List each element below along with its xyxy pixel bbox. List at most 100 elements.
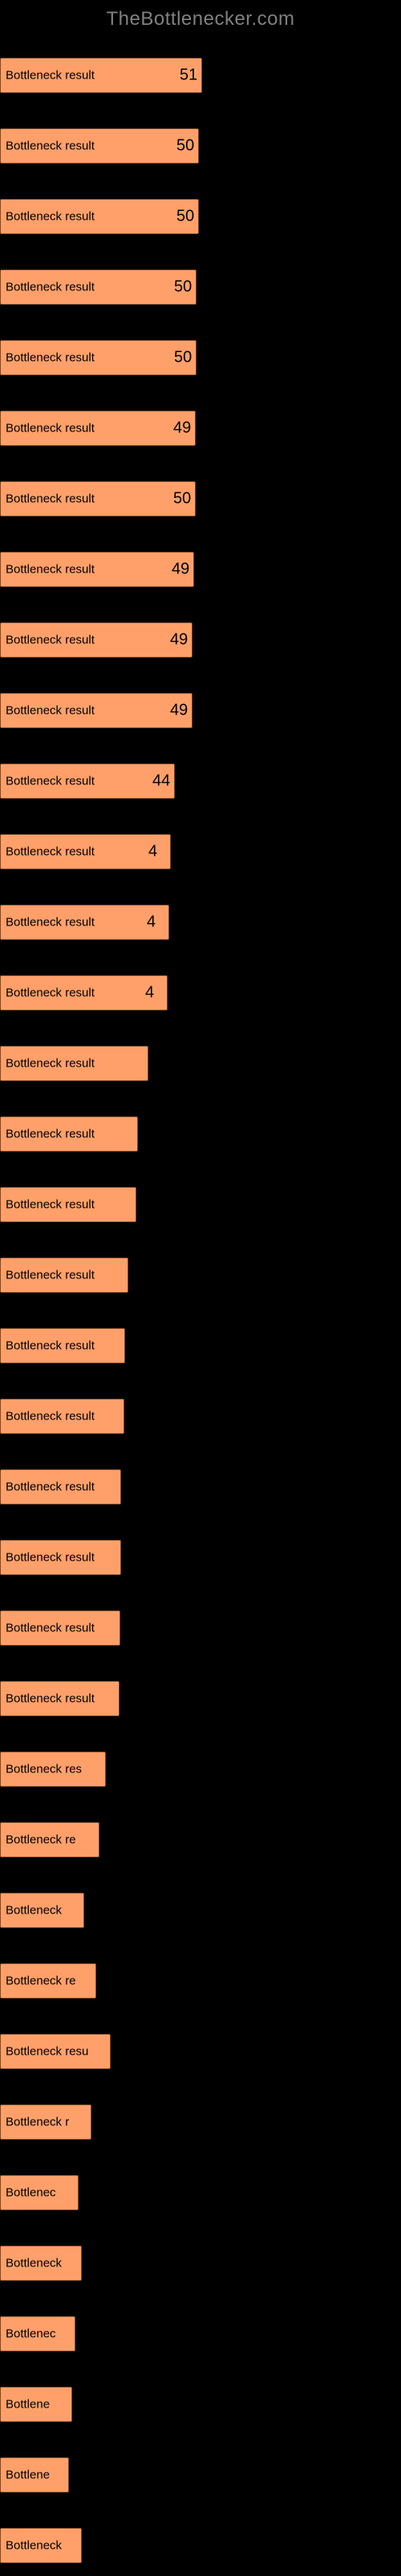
- bar: Bottleneck result: [0, 58, 202, 93]
- bar-label: Bottleneck result: [6, 1551, 95, 1565]
- chart-row: Bottleneck result: [0, 1376, 401, 1447]
- bar-label: Bottleneck resu: [6, 2045, 88, 2059]
- bar-value-label: 50: [173, 490, 191, 508]
- bar: Bottleneck result: [0, 1328, 125, 1363]
- chart-row: Bottleneck res: [0, 1729, 401, 1800]
- chart-row: Bottleneck result 44: [0, 741, 401, 812]
- chart-row: Bottleneck result4: [0, 812, 401, 882]
- bar: Bottleneck result: [0, 269, 196, 305]
- bar-wrap: Bottlene: [0, 2457, 69, 2493]
- bar: Bottleneck result: [0, 1187, 136, 1222]
- bar: Bottleneck re: [0, 1822, 99, 1857]
- bar-wrap: Bottleneck result49: [0, 622, 192, 658]
- bar-wrap: Bottleneck r: [0, 2104, 91, 2140]
- bar-value-label: 4: [145, 984, 154, 1002]
- chart-row: Bottleneck result: [0, 1164, 401, 1235]
- chart-row: Bottleneck result4: [0, 882, 401, 953]
- bar: Bottleneck result: [0, 1610, 120, 1646]
- bar-label: Bottlene: [6, 2469, 50, 2482]
- bar: Bottlene: [0, 2387, 72, 2422]
- bar-wrap: Bottlene: [0, 2387, 72, 2422]
- bar-value-label: 4: [148, 843, 157, 861]
- bar-wrap: Bottleneck result: [0, 1046, 148, 1081]
- bar-label: Bottleneck: [6, 2539, 62, 2553]
- bar: Bottleneck: [0, 1893, 84, 1928]
- chart-row: Bottleneck result: [0, 1588, 401, 1659]
- bar-wrap: Bottleneck result: [0, 1187, 136, 1222]
- bar: Bottleneck result: [0, 128, 199, 164]
- bar: Bottleneck result: [0, 481, 196, 516]
- bar-label: Bottleneck: [6, 2257, 62, 2270]
- bar-wrap: Bottleneck result49: [0, 552, 194, 587]
- bar: Bottlenec: [0, 2175, 79, 2210]
- chart-row: Bottleneck: [0, 1870, 401, 1941]
- bar-wrap: Bottlenec: [0, 2316, 75, 2351]
- bar: Bottleneck: [0, 2528, 82, 2563]
- chart-row: Bottlenec: [0, 2294, 401, 2364]
- bar-value-label: 50: [176, 137, 194, 156]
- bar-label: Bottleneck result: [6, 986, 95, 1000]
- bar-label: Bottleneck result: [6, 1339, 95, 1353]
- bar-label: Bottleneck result: [6, 422, 95, 435]
- bar-wrap: Bottleneck result: [0, 1469, 121, 1505]
- bar-label: Bottleneck result: [6, 210, 95, 224]
- chart-row: Bottleneck result: [0, 1023, 401, 1094]
- bar-wrap: Bottleneck resu: [0, 2034, 111, 2069]
- bar: Bottleneck result: [0, 552, 194, 587]
- bar: Bottleneck: [0, 2246, 82, 2281]
- chart-row: Bottleneck result49: [0, 600, 401, 670]
- bar-wrap: Bottleneck result50: [0, 128, 199, 164]
- bar-label: Bottleneck result: [6, 775, 95, 788]
- bar-label: Bottleneck: [6, 1904, 62, 1918]
- chart-row: Bottleneck result: [0, 1659, 401, 1729]
- bar-wrap: Bottleneck: [0, 2528, 82, 2563]
- bar-label: Bottleneck result: [6, 1269, 95, 1282]
- bar-wrap: Bottleneck result: [0, 1258, 128, 1293]
- bar-label: Bottleneck result: [6, 1480, 95, 1494]
- chart-row: Bottleneck result: [0, 1517, 401, 1588]
- bar-wrap: Bottleneck result: [0, 1116, 138, 1152]
- chart-row: Bottleneck r: [0, 2082, 401, 2153]
- bar: Bottleneck re: [0, 1963, 96, 1999]
- bar-wrap: Bottleneck result49: [0, 693, 192, 728]
- bar: Bottleneck result: [0, 1399, 124, 1434]
- chart-row: Bottleneck result 4: [0, 953, 401, 1023]
- bar-wrap: Bottleneck result: [0, 1328, 125, 1363]
- bar-value-label: 4: [147, 913, 156, 932]
- bar: Bottleneck result: [0, 975, 168, 1011]
- bar-wrap: Bottleneck result 44: [0, 763, 175, 799]
- bar-wrap: Bottleneck result: [0, 1399, 124, 1434]
- bar-label: Bottleneck result: [6, 281, 95, 294]
- chart-row: Bottleneck resu: [0, 2011, 401, 2082]
- bar-label: Bottleneck result: [6, 69, 95, 83]
- chart-row: Bottleneck: [0, 2505, 401, 2576]
- chart-row: Bottleneck result 50: [0, 176, 401, 247]
- bar-wrap: Bottlenec: [0, 2175, 79, 2210]
- bar: Bottleneck result: [0, 340, 196, 375]
- chart-row: Bottleneck result: [0, 1447, 401, 1517]
- bar: Bottleneck result: [0, 763, 175, 799]
- bar-label: Bottleneck result: [6, 1128, 95, 1141]
- chart-row: Bottleneck result: [0, 1094, 401, 1164]
- bar-wrap: Bottleneck result4: [0, 834, 171, 869]
- bar-wrap: Bottleneck result 49: [0, 411, 196, 446]
- bar-value-label: 49: [173, 419, 191, 438]
- bar: Bottleneck result: [0, 1681, 119, 1716]
- chart-row: Bottleneck result: [0, 1235, 401, 1306]
- bar-wrap: Bottleneck: [0, 1893, 84, 1928]
- chart-row: Bottleneck result50: [0, 247, 401, 318]
- bar: Bottleneck result: [0, 622, 192, 658]
- bar-label: Bottleneck re: [6, 1833, 76, 1847]
- bar-label: Bottleneck r: [6, 2116, 69, 2129]
- bar: Bottleneck res: [0, 1752, 106, 1787]
- chart-row: Bottleneck result51: [0, 35, 401, 106]
- bar-wrap: Bottleneck result 50: [0, 199, 199, 234]
- bar: Bottleneck result: [0, 1258, 128, 1293]
- bar: Bottleneck result: [0, 834, 171, 869]
- bar-label: Bottleneck result: [6, 1692, 95, 1706]
- bar-value-label: 50: [176, 208, 194, 226]
- bar: Bottleneck result: [0, 411, 196, 446]
- bar-value-label: 44: [152, 772, 170, 791]
- chart-row: Bottlenec: [0, 2153, 401, 2223]
- bar-wrap: Bottleneck result51: [0, 58, 202, 93]
